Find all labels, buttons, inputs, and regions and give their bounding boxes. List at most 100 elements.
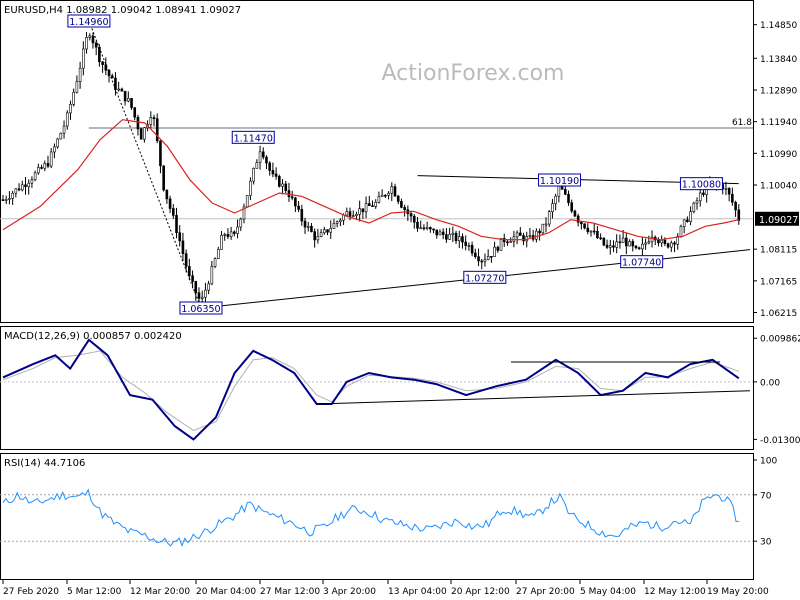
candle-body xyxy=(143,127,146,140)
candle-body xyxy=(123,90,127,102)
candle-body xyxy=(387,192,390,196)
candle-body xyxy=(422,227,426,230)
candle-body xyxy=(631,241,635,247)
rsi-tick-label: 30 xyxy=(760,538,772,548)
candle-body xyxy=(702,192,705,195)
candle-body xyxy=(570,202,574,212)
candle-body xyxy=(377,196,381,203)
annotation-label: 1.11470 xyxy=(234,133,273,144)
candle-body xyxy=(69,104,72,114)
macd-line xyxy=(2,338,740,441)
candle-body xyxy=(149,117,153,125)
candle-body xyxy=(429,227,432,230)
x-tick-label: 12 Mar 20:00 xyxy=(130,587,190,597)
candle-body xyxy=(37,167,40,174)
candle-body xyxy=(599,237,602,240)
candle-body xyxy=(457,236,461,242)
annotation-box xyxy=(67,14,111,28)
candle-body xyxy=(628,241,631,247)
candle-body xyxy=(188,266,191,277)
candle-body xyxy=(127,98,130,102)
candle-body xyxy=(557,185,561,197)
candle-body xyxy=(216,249,220,259)
candle-body xyxy=(734,201,737,211)
candle-body xyxy=(618,241,622,244)
candle-body xyxy=(306,225,310,228)
candle-body xyxy=(666,243,670,248)
candle-body xyxy=(210,266,214,285)
candle-body xyxy=(162,165,165,191)
candle-body xyxy=(441,231,445,235)
candle-body xyxy=(483,259,487,262)
candle-body xyxy=(261,151,265,158)
candle-body xyxy=(159,140,162,167)
candle-body xyxy=(486,256,490,260)
candle-body xyxy=(130,98,133,108)
rsi-line xyxy=(2,488,739,547)
candle-body xyxy=(136,116,140,130)
candle-body xyxy=(316,236,320,241)
candle-body xyxy=(213,258,217,267)
price-tick-label: 1.14850 xyxy=(760,21,797,31)
candle-body xyxy=(605,244,609,248)
candle-body xyxy=(371,205,374,207)
candle-body xyxy=(596,231,599,239)
candle-body xyxy=(271,170,275,175)
candle-body xyxy=(94,42,98,48)
candle-body xyxy=(451,232,455,235)
candle-body xyxy=(101,61,104,65)
candle-body xyxy=(679,226,683,237)
macd-header: MACD(12,26,9) 0.000857 0.002420 xyxy=(4,331,182,342)
candle-body xyxy=(608,245,612,248)
rsi-plot xyxy=(0,488,753,547)
candle-body xyxy=(200,296,204,299)
candle-body xyxy=(207,283,210,291)
candle-body xyxy=(239,218,243,228)
candle-body xyxy=(474,252,477,257)
candle-body xyxy=(634,245,638,249)
annotation-label: 1.07270 xyxy=(465,273,504,284)
candle-body xyxy=(682,219,686,227)
candle-body xyxy=(464,241,467,246)
candle-body xyxy=(737,209,741,221)
candle-body xyxy=(589,230,593,233)
candle-body xyxy=(14,188,18,194)
rsi-header: RSI(14) 44.7106 xyxy=(4,458,85,469)
candle-body xyxy=(351,215,355,217)
candle-body xyxy=(229,231,233,237)
candle-body xyxy=(178,232,182,242)
macd-panel xyxy=(0,326,754,450)
candle-body xyxy=(493,246,496,257)
candle-body xyxy=(612,245,615,248)
candle-body xyxy=(284,183,288,191)
candle-body xyxy=(294,197,297,207)
candle-body xyxy=(412,215,416,223)
annotation-label: 1.06350 xyxy=(181,304,220,315)
candle-body xyxy=(65,112,69,127)
price-tick-label: 1.07165 xyxy=(760,277,797,287)
x-tick-label: 27 Feb 2020 xyxy=(3,587,59,597)
candle-body xyxy=(647,241,651,244)
candle-body xyxy=(56,138,59,148)
candle-body xyxy=(17,188,21,191)
candle-body xyxy=(59,132,63,140)
price-plot: 61.8 1.14960 1.11470 1.10190 1.10080 1.07270 1… xyxy=(0,14,753,315)
candle-body xyxy=(538,230,541,234)
candle-body xyxy=(117,88,120,91)
annotation-box xyxy=(679,177,723,191)
x-tick-label: 3 Apr 20:00 xyxy=(323,587,376,597)
candle-body xyxy=(602,237,606,246)
annotation-label: 1.14960 xyxy=(69,17,108,28)
candle-body xyxy=(75,81,79,93)
candle-body xyxy=(641,243,644,250)
candle-body xyxy=(82,48,85,69)
candle-body xyxy=(4,199,8,201)
candle-body xyxy=(114,77,117,90)
candle-body xyxy=(435,229,439,236)
candle-body xyxy=(268,162,271,171)
candle-body xyxy=(49,151,53,167)
candle-body xyxy=(184,253,188,267)
candle-body xyxy=(175,215,178,233)
price-header: EURUSD,H4 1.08982 1.09042 1.08941 1.0902… xyxy=(4,5,241,16)
candle-body xyxy=(528,235,532,237)
